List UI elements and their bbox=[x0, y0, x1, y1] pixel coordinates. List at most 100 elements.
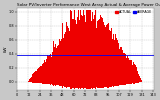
Bar bbox=[79, 20, 80, 82]
Bar bbox=[104, 82, 105, 87]
Bar bbox=[141, 80, 142, 82]
Bar bbox=[102, 82, 103, 88]
Bar bbox=[90, 82, 91, 89]
Bar bbox=[116, 38, 117, 82]
Bar bbox=[122, 82, 123, 85]
Bar bbox=[74, 10, 75, 82]
Bar bbox=[102, 18, 103, 82]
Bar bbox=[73, 19, 74, 82]
Bar bbox=[39, 82, 40, 83]
Bar bbox=[46, 82, 47, 84]
Bar bbox=[71, 11, 72, 82]
Bar bbox=[134, 82, 135, 84]
Bar bbox=[85, 82, 86, 88]
Bar bbox=[77, 82, 78, 88]
Bar bbox=[45, 82, 46, 84]
Bar bbox=[62, 23, 63, 82]
Bar bbox=[111, 28, 112, 82]
Bar bbox=[123, 52, 124, 82]
Bar bbox=[54, 47, 55, 82]
Bar bbox=[122, 50, 123, 82]
Bar bbox=[84, 82, 85, 88]
Bar bbox=[94, 15, 95, 82]
Bar bbox=[120, 82, 121, 85]
Bar bbox=[115, 82, 116, 86]
Bar bbox=[93, 19, 94, 82]
Bar bbox=[131, 82, 132, 84]
Bar bbox=[116, 82, 117, 86]
Bar bbox=[133, 62, 134, 82]
Text: Solar PV/Inverter Performance West Array Actual & Average Power Output: Solar PV/Inverter Performance West Array… bbox=[17, 4, 160, 8]
Bar bbox=[112, 82, 113, 86]
Bar bbox=[125, 54, 126, 82]
Bar bbox=[80, 10, 81, 82]
Bar bbox=[99, 82, 100, 88]
Bar bbox=[62, 82, 63, 88]
Bar bbox=[100, 82, 101, 88]
Bar bbox=[64, 34, 65, 82]
Bar bbox=[115, 34, 116, 82]
Bar bbox=[109, 82, 110, 87]
Bar bbox=[69, 31, 70, 82]
Bar bbox=[75, 20, 76, 82]
Bar bbox=[76, 10, 77, 82]
Bar bbox=[77, 17, 78, 82]
Bar bbox=[38, 68, 39, 82]
Bar bbox=[119, 82, 120, 85]
Bar bbox=[41, 66, 42, 82]
Bar bbox=[37, 69, 38, 82]
Bar bbox=[52, 52, 53, 82]
Bar bbox=[124, 53, 125, 82]
Bar bbox=[42, 82, 43, 84]
Bar bbox=[128, 82, 129, 84]
Bar bbox=[89, 82, 90, 89]
Bar bbox=[113, 34, 114, 82]
Bar bbox=[55, 82, 56, 86]
Bar bbox=[87, 82, 88, 89]
Bar bbox=[111, 82, 112, 87]
Bar bbox=[136, 67, 137, 82]
Bar bbox=[33, 82, 34, 83]
Bar bbox=[65, 82, 66, 87]
Bar bbox=[39, 67, 40, 82]
Bar bbox=[109, 30, 110, 82]
Bar bbox=[127, 82, 128, 84]
Bar bbox=[74, 82, 75, 89]
Bar bbox=[97, 21, 98, 82]
Bar bbox=[96, 82, 97, 87]
Bar bbox=[54, 82, 55, 85]
Bar bbox=[32, 74, 33, 82]
Bar bbox=[99, 19, 100, 82]
Bar bbox=[84, 15, 85, 82]
Bar bbox=[65, 32, 66, 82]
Bar bbox=[123, 82, 124, 85]
Bar bbox=[35, 70, 36, 82]
Bar bbox=[137, 71, 138, 82]
Bar bbox=[33, 73, 34, 82]
Bar bbox=[78, 82, 79, 89]
Bar bbox=[70, 82, 71, 89]
Bar bbox=[91, 21, 92, 82]
Bar bbox=[134, 64, 135, 82]
Bar bbox=[58, 82, 59, 85]
Bar bbox=[101, 16, 102, 82]
Bar bbox=[51, 57, 52, 82]
Bar bbox=[41, 82, 42, 83]
Bar bbox=[78, 10, 79, 82]
Bar bbox=[66, 82, 67, 88]
Bar bbox=[36, 82, 37, 83]
Bar bbox=[101, 82, 102, 88]
Bar bbox=[81, 82, 82, 88]
Bar bbox=[85, 22, 86, 82]
Bar bbox=[110, 31, 111, 82]
Bar bbox=[40, 66, 41, 82]
Bar bbox=[94, 82, 95, 88]
Bar bbox=[70, 10, 71, 82]
Bar bbox=[82, 82, 83, 88]
Bar bbox=[86, 10, 87, 82]
Bar bbox=[129, 82, 130, 84]
Bar bbox=[96, 28, 97, 82]
Bar bbox=[95, 82, 96, 89]
Bar bbox=[137, 82, 138, 83]
Bar bbox=[129, 60, 130, 82]
